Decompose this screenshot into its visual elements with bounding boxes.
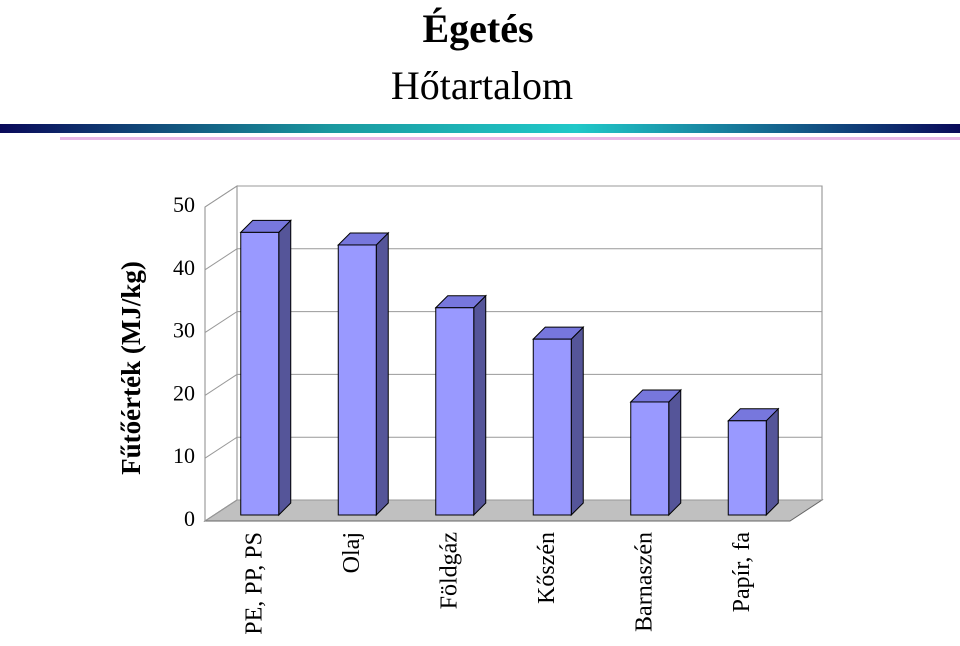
y-tick-label: 10 bbox=[173, 443, 195, 468]
x-tick-label: PE, PP, PS bbox=[241, 532, 267, 635]
y-tick-label: 30 bbox=[173, 318, 195, 343]
bar bbox=[727, 420, 767, 516]
bar-side bbox=[278, 219, 292, 517]
y-tick-label: 0 bbox=[184, 506, 195, 531]
y-tick-label: 20 bbox=[173, 380, 195, 405]
x-tick-label: Papír, fa bbox=[729, 532, 755, 613]
x-tick-label: Barnaszén bbox=[631, 532, 657, 632]
x-tick-label: Földgáz bbox=[436, 532, 462, 609]
bar bbox=[532, 338, 572, 516]
bar-side bbox=[570, 325, 584, 517]
bar-side bbox=[375, 231, 389, 517]
header-rule-thin bbox=[60, 137, 960, 140]
x-tick-label: Olaj bbox=[339, 532, 365, 573]
chart-title: Égetés bbox=[422, 6, 533, 51]
y-axis-label: Fűtőérték (MJ/kg) bbox=[116, 261, 146, 475]
side-wall bbox=[204, 185, 238, 522]
grid-line bbox=[204, 248, 822, 271]
grid-line bbox=[204, 436, 822, 459]
bar bbox=[337, 244, 377, 516]
bar-side bbox=[668, 388, 682, 517]
bar bbox=[240, 231, 280, 516]
x-tick-label: Kőszén bbox=[534, 532, 560, 604]
grid-line bbox=[204, 373, 822, 396]
grid-line bbox=[204, 499, 822, 522]
chart-subtitle: Hőtartalom bbox=[391, 63, 573, 108]
bar-side bbox=[765, 407, 779, 517]
grid-line bbox=[204, 311, 822, 334]
bar bbox=[630, 401, 670, 516]
y-tick-label: 40 bbox=[173, 255, 195, 280]
bar-side bbox=[473, 294, 487, 517]
grid-line bbox=[204, 185, 822, 208]
header-rule bbox=[0, 124, 960, 133]
y-tick-label: 50 bbox=[173, 192, 195, 217]
bar bbox=[435, 307, 475, 516]
